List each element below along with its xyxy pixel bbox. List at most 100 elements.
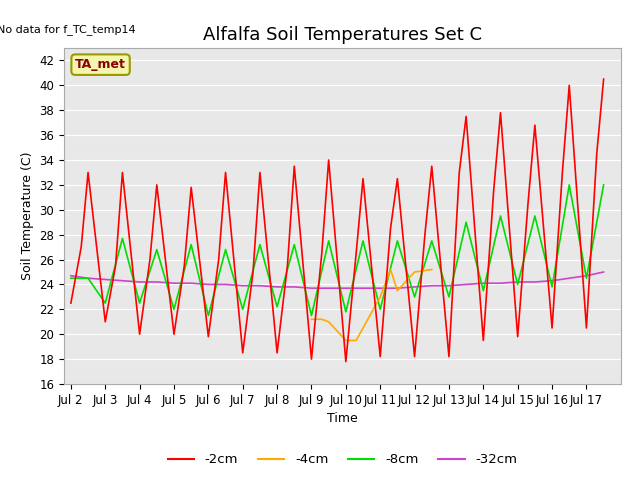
- -8cm: [221, 247, 229, 252]
- -2cm: [188, 184, 195, 190]
- -8cm: [170, 306, 178, 312]
- -8cm: [548, 284, 556, 290]
- -2cm: [205, 334, 212, 339]
- -4cm: [342, 337, 349, 343]
- -8cm: [411, 294, 419, 300]
- -32cm: [325, 285, 333, 291]
- -32cm: [67, 273, 75, 278]
- -8cm: [325, 238, 333, 244]
- -32cm: [600, 269, 607, 275]
- -2cm: [249, 269, 257, 275]
- -32cm: [445, 283, 452, 288]
- -8cm: [136, 300, 143, 306]
- -8cm: [359, 238, 367, 244]
- -2cm: [136, 331, 143, 337]
- -2cm: [153, 182, 161, 188]
- -32cm: [342, 285, 349, 291]
- -8cm: [291, 242, 298, 248]
- -2cm: [394, 176, 401, 181]
- -2cm: [291, 163, 298, 169]
- -8cm: [239, 306, 246, 312]
- -2cm: [421, 232, 429, 238]
- -8cm: [600, 182, 607, 188]
- -2cm: [600, 76, 607, 82]
- -2cm: [112, 263, 120, 269]
- -32cm: [497, 280, 504, 286]
- -2cm: [180, 263, 188, 269]
- -32cm: [84, 276, 92, 281]
- -2cm: [352, 251, 360, 256]
- -32cm: [359, 285, 367, 291]
- -32cm: [514, 279, 522, 285]
- -4cm: [352, 337, 360, 343]
- -32cm: [582, 273, 590, 278]
- Line: -8cm: -8cm: [71, 185, 604, 315]
- Line: -32cm: -32cm: [71, 272, 604, 288]
- -2cm: [273, 350, 281, 356]
- -32cm: [101, 276, 109, 282]
- -8cm: [118, 236, 126, 241]
- -32cm: [479, 280, 487, 286]
- -32cm: [308, 285, 316, 291]
- -2cm: [146, 257, 154, 263]
- -8cm: [428, 238, 436, 244]
- -32cm: [411, 284, 419, 290]
- -8cm: [531, 213, 539, 219]
- -2cm: [325, 157, 333, 163]
- -2cm: [359, 176, 367, 181]
- -32cm: [273, 284, 281, 290]
- -8cm: [462, 219, 470, 225]
- X-axis label: Time: Time: [327, 412, 358, 425]
- Text: TA_met: TA_met: [75, 58, 126, 71]
- -2cm: [531, 122, 539, 128]
- -8cm: [582, 276, 590, 281]
- -8cm: [308, 312, 316, 318]
- -2cm: [308, 356, 316, 362]
- -2cm: [593, 151, 600, 156]
- -2cm: [411, 354, 419, 360]
- -32cm: [221, 282, 229, 288]
- -8cm: [101, 300, 109, 306]
- -8cm: [445, 294, 452, 300]
- -32cm: [462, 282, 470, 288]
- -2cm: [256, 169, 264, 175]
- -4cm: [359, 325, 367, 331]
- -2cm: [479, 337, 487, 343]
- -2cm: [387, 226, 394, 231]
- -8cm: [479, 288, 487, 294]
- -32cm: [394, 285, 401, 291]
- -8cm: [497, 213, 504, 219]
- -2cm: [84, 169, 92, 175]
- Title: Alfalfa Soil Temperatures Set C: Alfalfa Soil Temperatures Set C: [203, 25, 482, 44]
- -8cm: [188, 242, 195, 248]
- -2cm: [445, 354, 452, 360]
- -32cm: [205, 282, 212, 288]
- -4cm: [325, 319, 333, 324]
- -2cm: [67, 300, 75, 306]
- -4cm: [428, 266, 436, 272]
- -2cm: [170, 331, 178, 337]
- -2cm: [490, 188, 497, 194]
- Y-axis label: Soil Temperature (C): Soil Temperature (C): [20, 152, 34, 280]
- -2cm: [524, 201, 532, 206]
- -2cm: [514, 334, 522, 339]
- -2cm: [462, 114, 470, 120]
- -8cm: [514, 282, 522, 288]
- -8cm: [376, 306, 384, 312]
- -4cm: [308, 316, 316, 322]
- -4cm: [376, 294, 384, 300]
- -2cm: [456, 169, 463, 175]
- -32cm: [376, 285, 384, 291]
- -8cm: [565, 182, 573, 188]
- -8cm: [84, 276, 92, 281]
- -32cm: [188, 280, 195, 286]
- -32cm: [256, 283, 264, 288]
- Legend: -2cm, -4cm, -8cm, -32cm: -2cm, -4cm, -8cm, -32cm: [163, 448, 522, 471]
- -2cm: [118, 169, 126, 175]
- -32cm: [239, 283, 246, 288]
- -2cm: [215, 257, 223, 263]
- -32cm: [548, 278, 556, 284]
- -2cm: [428, 163, 436, 169]
- -2cm: [548, 325, 556, 331]
- -32cm: [291, 284, 298, 290]
